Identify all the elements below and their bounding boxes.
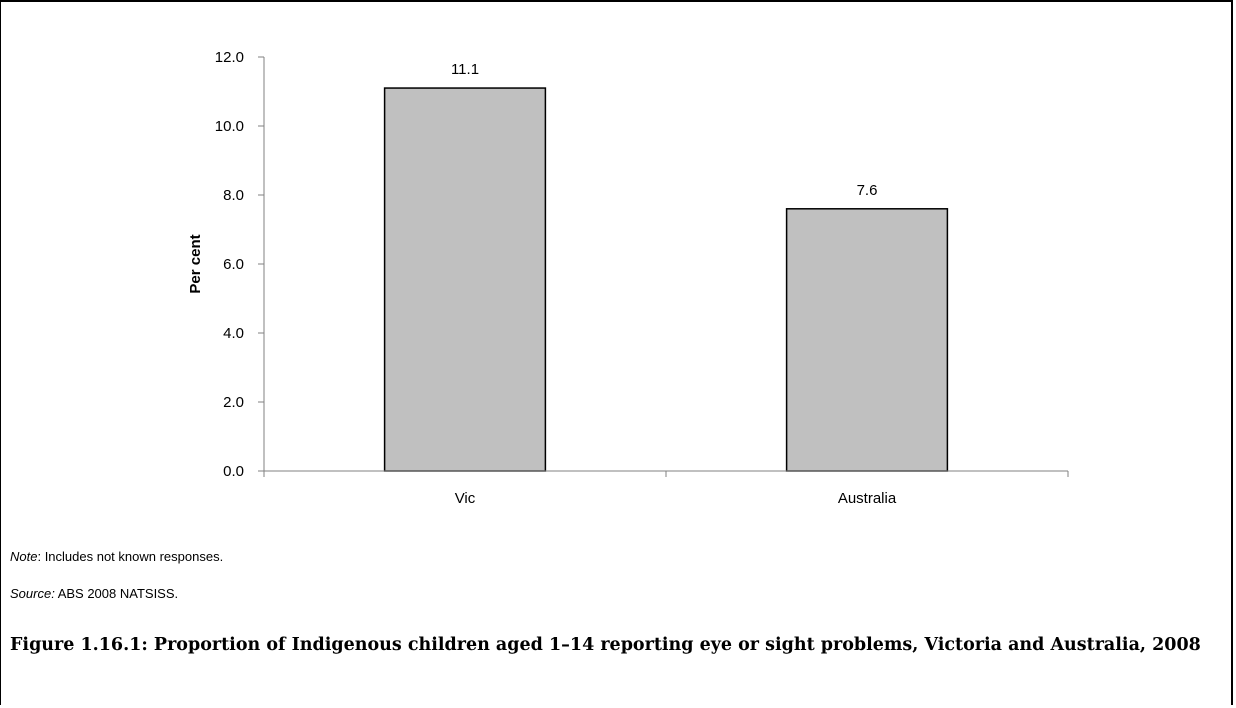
y-tick-label: 8.0 bbox=[223, 187, 244, 204]
bar-chart: Per cent 0.0 2.0 4.0 6.0 8.0 10.0 12.0 11.1 Vic… bbox=[187, 49, 1069, 507]
figure-caption: Figure 1.16.1: Proportion of Indigenous … bbox=[10, 635, 1201, 655]
y-tick-label: 12.0 bbox=[215, 49, 244, 66]
y-tick-label: 0.0 bbox=[223, 463, 244, 480]
note-label: Note bbox=[10, 549, 38, 564]
note-text: : Includes not known responses. bbox=[37, 549, 224, 564]
y-ticks: 0.0 2.0 4.0 6.0 8.0 10.0 12.0 bbox=[215, 49, 1069, 480]
x-category-label: Vic bbox=[455, 490, 476, 507]
bars: 11.1 Vic 7.6 Australia bbox=[383, 61, 949, 507]
y-tick-label: 10.0 bbox=[215, 118, 244, 135]
bar-vic bbox=[383, 87, 547, 472]
y-axis-label: Per cent bbox=[187, 234, 204, 293]
note-line: Note: Includes not known responses. bbox=[10, 549, 223, 564]
y-tick-label: 6.0 bbox=[223, 256, 244, 273]
data-label: 11.1 bbox=[451, 61, 479, 78]
y-tick-label: 4.0 bbox=[223, 325, 244, 342]
source-line: Source: ABS 2008 NATSISS. bbox=[10, 586, 178, 601]
y-tick-label: 2.0 bbox=[223, 394, 244, 411]
source-label: Source: bbox=[10, 586, 55, 601]
bar-australia bbox=[785, 208, 949, 472]
data-label: 7.6 bbox=[857, 182, 878, 199]
x-category-label: Australia bbox=[838, 490, 897, 507]
source-text: ABS 2008 NATSISS. bbox=[54, 586, 179, 601]
